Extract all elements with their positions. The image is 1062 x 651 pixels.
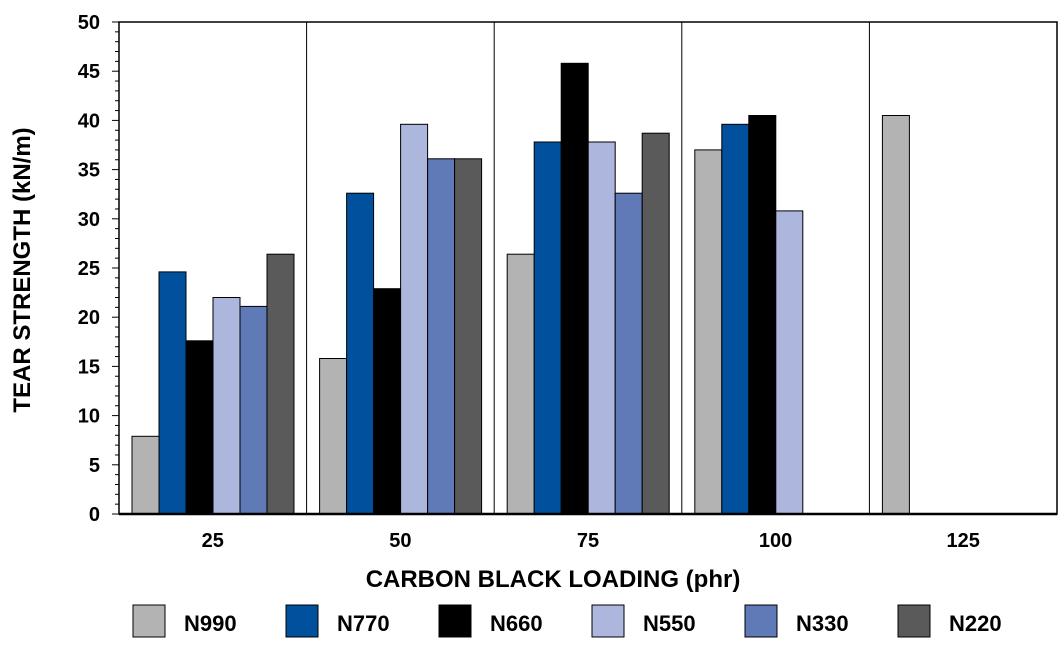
x-tick-label: 75: [577, 530, 599, 552]
x-tick-label: 100: [759, 530, 792, 552]
legend-label: N330: [796, 611, 849, 636]
x-tick-label: 50: [389, 530, 411, 552]
bars-layer: [131, 62, 910, 515]
y-tick-labels: 0 5 10 15 20 25 30 35 40 45 50: [78, 12, 100, 526]
axes-layer: [112, 21, 1058, 516]
x-axis-title: CARBON BLACK LOADING (phr): [366, 566, 741, 593]
legend-swatch: [744, 604, 778, 638]
bar-n550-50: [400, 123, 429, 515]
legend-label: N990: [184, 611, 237, 636]
bar-n330-50: [427, 158, 456, 515]
legend-swatch: [438, 604, 472, 638]
bar-n220-50: [454, 158, 483, 515]
y-tick-label: 35: [78, 160, 100, 182]
bar-n550-75: [587, 141, 616, 515]
y-tick-label: 0: [89, 504, 100, 526]
bar-n550-100: [775, 210, 804, 515]
bar-n660-25: [185, 340, 214, 515]
legend-label: N550: [643, 611, 696, 636]
bar-n990-100: [694, 149, 723, 515]
legend: N990 N770 N660 N550 N330 N220: [132, 604, 1002, 638]
bar-n990-125: [881, 115, 910, 515]
legend-swatch: [591, 604, 625, 638]
y-tick-label: 40: [78, 110, 100, 132]
bar-n330-75: [614, 192, 643, 515]
bar-n220-75: [641, 132, 670, 515]
legend-swatch: [897, 604, 931, 638]
y-tick-label: 15: [78, 356, 100, 378]
bar-n770-50: [346, 192, 375, 515]
legend-label: N220: [949, 611, 1002, 636]
x-tick-labels: 25 50 75 100 125: [202, 530, 980, 552]
legend-swatch: [132, 604, 166, 638]
x-tick-label: 25: [202, 530, 224, 552]
bar-n330-25: [239, 305, 268, 515]
bar-n550-25: [212, 297, 241, 515]
legend-swatch: [285, 604, 319, 638]
legend-item-n550: N550: [591, 604, 696, 638]
bar-n770-100: [721, 123, 750, 515]
y-tick-label: 10: [78, 406, 100, 428]
legend-item-n220: N220: [897, 604, 1002, 638]
legend-item-n770: N770: [285, 604, 390, 638]
bar-n990-50: [319, 358, 348, 515]
gridlines-layer: [306, 22, 870, 514]
y-tick-label: 50: [78, 12, 100, 34]
bar-n220-25: [266, 253, 295, 515]
x-tick-label: 125: [947, 530, 980, 552]
y-tick-label: 20: [78, 307, 100, 329]
y-tick-label: 45: [78, 61, 100, 83]
bar-n660-50: [373, 288, 402, 515]
y-tick-label: 5: [89, 455, 100, 477]
bar-n990-75: [506, 253, 535, 515]
legend-label: N660: [490, 611, 543, 636]
bar-n660-75: [560, 62, 589, 515]
bar-n660-100: [748, 115, 777, 515]
legend-item-n990: N990: [132, 604, 237, 638]
bar-n770-25: [158, 271, 187, 515]
y-axis-title: TEAR STRENGTH (kN/m): [9, 127, 36, 412]
bar-n990-25: [131, 435, 160, 515]
legend-item-n330: N330: [744, 604, 849, 638]
bar-n770-75: [533, 141, 562, 515]
y-tick-label: 30: [78, 209, 100, 231]
legend-item-n660: N660: [438, 604, 543, 638]
legend-label: N770: [337, 611, 390, 636]
y-tick-label: 25: [78, 258, 100, 280]
